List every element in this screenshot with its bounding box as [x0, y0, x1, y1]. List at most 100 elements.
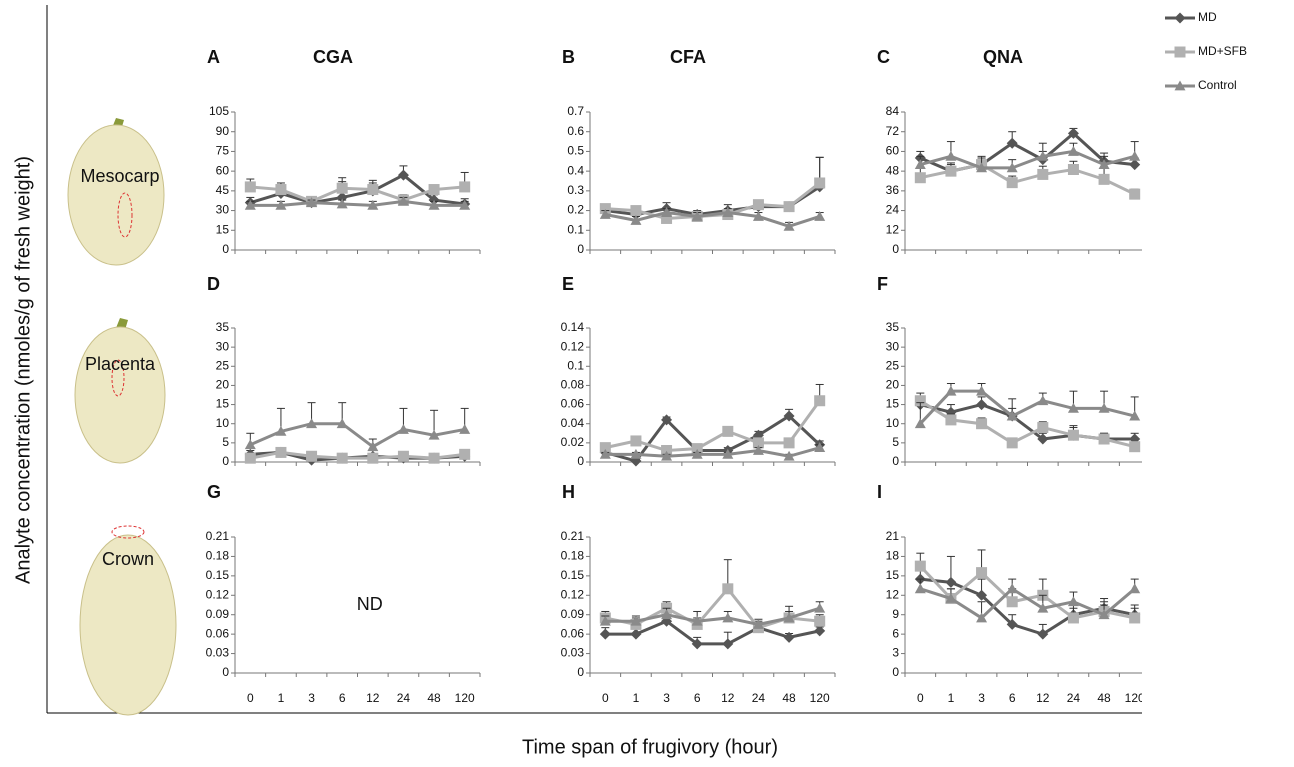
marker [722, 638, 734, 650]
marker [244, 181, 256, 193]
y-tick-label: 5 [892, 435, 899, 449]
marker [630, 214, 642, 225]
x-tick-label: 1 [278, 691, 285, 705]
y-tick-label: 0.09 [561, 607, 585, 621]
marker [722, 583, 734, 595]
marker [783, 450, 795, 461]
marker [275, 446, 287, 458]
marker [367, 441, 379, 452]
x-tick-label: 6 [694, 691, 701, 705]
marker [783, 437, 795, 449]
marker [1006, 177, 1018, 189]
panel: B CFA 0 0.1 0.2 0.3 0.4 0.5 0.6 0.7 [562, 47, 836, 256]
y-tick-label: 0.03 [561, 646, 585, 660]
marker [945, 576, 957, 588]
y-tick-label: 20 [216, 378, 230, 392]
x-tick-label: 12 [721, 691, 735, 705]
marker [1129, 159, 1141, 171]
y-tick-label: 0 [577, 665, 584, 679]
x-tick-label: 1 [633, 691, 640, 705]
y-tick-label: 0 [577, 242, 584, 256]
marker [1098, 609, 1110, 620]
y-tick-label: 0 [892, 454, 899, 468]
marker [1067, 164, 1079, 175]
panel-letter: D [207, 274, 220, 294]
marker [1129, 188, 1141, 200]
marker [1037, 168, 1049, 180]
y-tick-label: 0.18 [561, 549, 585, 563]
y-tick-label: 0 [892, 665, 899, 679]
y-tick-label: 105 [209, 104, 229, 118]
marker [599, 203, 611, 215]
y-tick-label: 0 [222, 242, 229, 256]
panel-letter: I [877, 482, 882, 502]
y-tick-label: 0 [892, 242, 899, 256]
y-tick-label: 0.06 [561, 626, 585, 640]
series-line [605, 606, 821, 626]
marker [630, 448, 642, 459]
marker [752, 210, 764, 221]
y-tick-label: 25 [216, 358, 230, 372]
panel-title: CGA [313, 47, 353, 67]
y-tick-label: 0.1 [567, 222, 584, 236]
marker [1129, 150, 1141, 161]
y-tick-label: 45 [216, 183, 230, 197]
marker [1037, 422, 1049, 434]
y-tick-label: 0.5 [567, 144, 584, 158]
marker [1067, 596, 1079, 607]
marker [945, 385, 957, 396]
marker [722, 612, 734, 623]
row-label: Mesocarp [80, 166, 159, 186]
marker [1067, 402, 1079, 413]
marker [306, 450, 318, 462]
x-tick-label: 120 [810, 691, 830, 705]
marker [1037, 395, 1049, 406]
marker [661, 445, 673, 457]
marker [1098, 402, 1110, 413]
marker [691, 210, 703, 221]
series-line [919, 149, 1136, 170]
fruit-placenta [74, 318, 166, 464]
y-tick-label: 0.4 [567, 163, 584, 177]
marker [336, 418, 348, 429]
marker [306, 197, 318, 208]
marker [367, 199, 379, 210]
marker [752, 437, 764, 449]
marker [691, 448, 703, 459]
marker [914, 395, 926, 407]
y-tick-label: 0.14 [561, 320, 585, 334]
row-label: Crown [102, 549, 154, 569]
y-tick-label: 0.1 [567, 358, 584, 372]
series-line [605, 619, 820, 646]
legend-label: MD [1198, 10, 1217, 24]
marker [783, 612, 795, 623]
y-tick-label: 15 [886, 568, 900, 582]
x-tick-label: 3 [663, 691, 670, 705]
marker [1006, 410, 1018, 421]
fruit-icons [67, 118, 177, 716]
marker [783, 631, 795, 643]
x-tick-label: 6 [339, 691, 346, 705]
marker [336, 182, 348, 194]
marker [459, 181, 471, 193]
marker [914, 560, 926, 572]
y-tick-label: 0.12 [206, 587, 230, 601]
y-tick-label: 84 [886, 104, 900, 118]
marker [1129, 583, 1141, 594]
marker [459, 448, 471, 460]
marker [722, 207, 734, 217]
marker [976, 399, 988, 411]
y-tick-label: 9 [892, 607, 899, 621]
y-tick-label: 0.15 [206, 568, 230, 582]
marker [814, 625, 826, 637]
marker [599, 209, 611, 219]
x-axis-label: Time span of frugivory (hour) [522, 736, 778, 758]
panel: A CGA 0 15 30 45 60 75 90 105 [207, 47, 481, 256]
series-line [919, 586, 1136, 620]
marker [1006, 618, 1018, 630]
marker [630, 435, 642, 447]
y-tick-label: 25 [886, 358, 900, 372]
marker [976, 589, 988, 601]
marker [914, 172, 926, 184]
y-tick-label: 0.09 [206, 607, 230, 621]
